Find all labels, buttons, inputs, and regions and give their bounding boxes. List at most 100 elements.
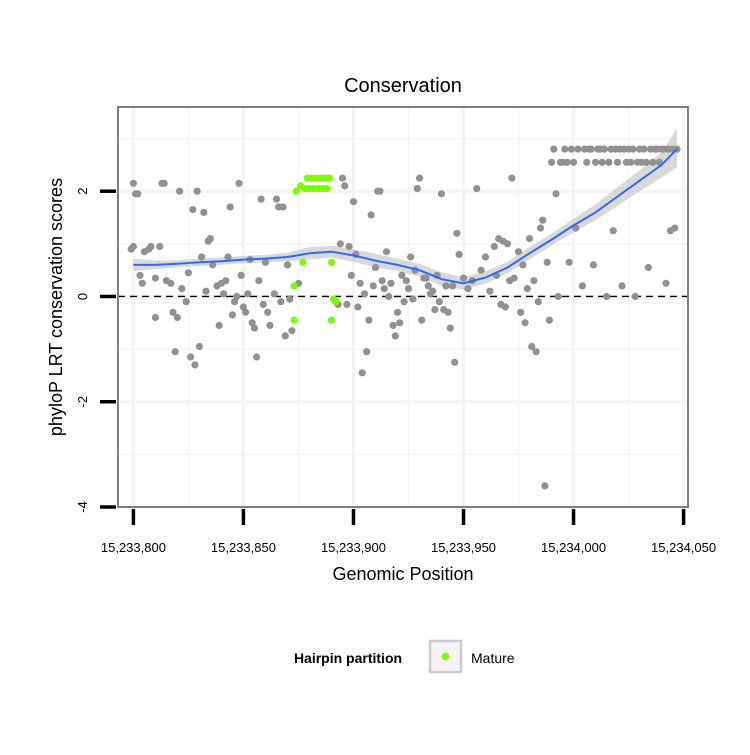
data-point [349,198,358,206]
data-point [508,174,516,182]
data-point [603,292,611,301]
data-point [503,240,512,248]
y-axis-label: phyloP LRT conservation scores [46,178,66,436]
data-point [367,211,375,219]
data-point [270,290,278,298]
data-point [215,321,223,329]
data-point [400,298,408,306]
data-point [261,258,270,266]
data-point [424,282,432,290]
data-point [173,313,181,322]
data-point [614,158,622,166]
data-point [565,258,573,266]
data-point [129,179,137,187]
data-point [233,292,241,301]
data-point [286,295,294,303]
data-point [583,158,591,166]
data-point [642,158,650,166]
data-point [415,174,424,182]
data-point [448,282,457,290]
data-point [532,348,540,356]
data-point [402,277,410,285]
data-point [257,195,265,203]
data-point [198,253,206,261]
data-point [343,300,351,308]
y-axis-tick-label: 2 [75,188,90,195]
data-point [413,185,421,193]
data-point-mature [325,174,333,182]
data-point [486,287,494,295]
data-point [336,240,344,248]
data-point [200,208,208,216]
data-point [264,308,272,316]
data-point [530,277,538,285]
data-point [288,327,296,335]
chart-title: Conservation [344,75,462,97]
data-point-mature [290,282,298,290]
plot-panel-border [117,106,689,508]
data-point [176,187,184,195]
data-point [574,145,582,153]
data-point [396,319,404,327]
data-point-mature [323,185,331,193]
data-point [195,342,203,351]
x-axis-tick-label: 15,234,000 [541,540,606,555]
data-point [279,203,287,211]
data-point [598,158,606,166]
data-point [391,332,399,340]
data-point [358,369,366,377]
legend: Hairpin partition Mature [294,639,515,674]
data-point [563,158,571,166]
data-point [455,250,463,258]
data-point [209,261,217,269]
data-point [378,277,386,285]
data-point [382,248,391,256]
data-point-mature [327,316,336,324]
data-point [224,253,232,261]
data-point [160,179,168,187]
data-point [552,190,560,198]
data-point [138,279,146,287]
data-point [536,224,545,232]
data-point [242,308,250,316]
x-axis-tick-label: 15,233,850 [211,540,276,555]
data-point [369,282,377,290]
data-point [272,195,281,203]
data-point [446,324,454,332]
data-point [541,482,549,490]
data-point [220,290,228,298]
x-axis: 15,233,800 15,233,850 15,233,900 15,233,950… [101,509,716,555]
x-axis-tick-label: 15,233,900 [321,540,386,555]
data-point [627,158,635,166]
data-point [481,253,490,261]
data-point [277,298,285,306]
data-point [193,187,201,195]
data-point [365,316,373,324]
data-point [548,158,556,166]
data-point-mature [290,316,298,324]
data-point [534,298,542,306]
data-point [389,321,397,329]
data-point [629,145,637,153]
data-point [605,158,613,166]
data-point [453,229,461,237]
data-point [459,274,468,282]
data-point [380,285,388,293]
legend-title: Hairpin partition [294,650,402,666]
data-point [129,242,137,251]
data-point [189,206,197,214]
data-point [253,353,261,361]
data-point [259,300,267,308]
y-axis-tick-label: -2 [75,396,90,408]
data-point [206,235,214,243]
data-point [191,361,199,369]
data-point [354,303,362,311]
data-point [609,227,617,235]
x-axis-tick-label: 15,233,800 [101,540,166,555]
smooth-confidence-ribbon [133,128,677,290]
data-point [501,303,509,311]
data-point [519,261,527,269]
data-point [222,277,230,285]
